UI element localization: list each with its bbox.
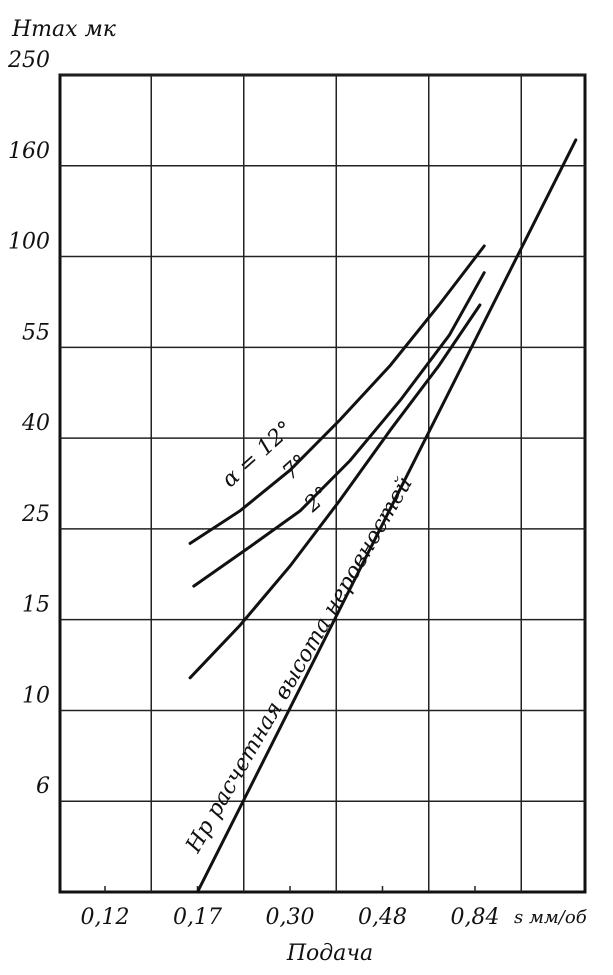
series-line (188, 303, 482, 680)
series-line (196, 138, 578, 894)
y-tick-label: 15 (22, 593, 50, 618)
series-label: Нр расчетная высота неровностей (181, 473, 418, 858)
x-tick-label: 0,48 (358, 905, 407, 930)
x-tick-label: 0,17 (173, 905, 222, 930)
x-tick-label: 0,84 (451, 905, 500, 930)
y-tick-label: 250 (7, 48, 50, 73)
y-tick-label: 6 (36, 774, 50, 799)
x-tick-label: 0,12 (81, 905, 130, 930)
series-label: α = 12° (217, 416, 298, 492)
y-tick-label: 25 (21, 502, 50, 527)
x-tick-label: 0,30 (266, 905, 315, 930)
y-tick-label: 40 (21, 411, 50, 436)
y-tick-label: 160 (8, 139, 50, 164)
plot-frame (58, 73, 587, 894)
x-axis-unit: s мм/об (514, 907, 588, 928)
y-tick-label: 10 (22, 683, 50, 708)
series-line (192, 271, 486, 588)
series-line (188, 244, 486, 545)
x-axis-label: Подача (286, 941, 373, 966)
y-tick-label: 100 (8, 230, 50, 255)
y-axis-label: Hmax мк (11, 17, 117, 42)
series-label: 7° (278, 450, 313, 485)
y-tick-label: 55 (22, 320, 50, 345)
